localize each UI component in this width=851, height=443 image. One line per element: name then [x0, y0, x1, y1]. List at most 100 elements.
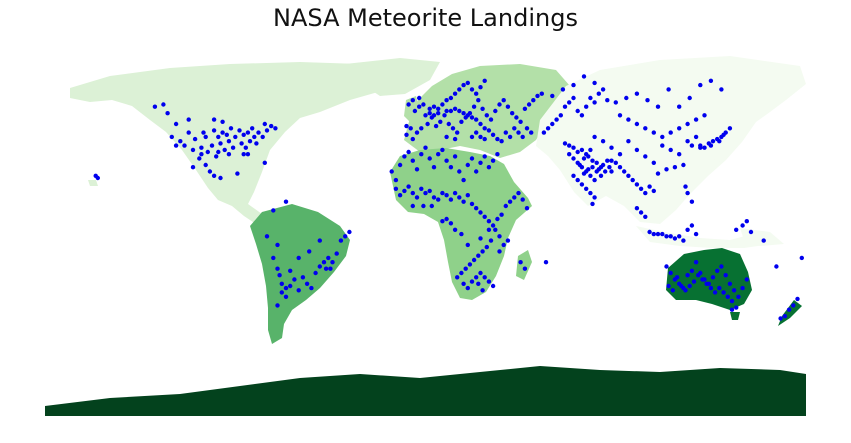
- continent-africa: [390, 148, 532, 300]
- landing-point: [586, 167, 591, 172]
- landing-point: [668, 130, 673, 135]
- landing-point: [476, 98, 481, 103]
- landing-point: [605, 158, 610, 163]
- landing-point: [698, 145, 703, 150]
- landing-point: [598, 165, 604, 170]
- landing-point: [288, 283, 293, 289]
- landing-points: [93, 74, 804, 321]
- landing-point: [245, 152, 251, 157]
- landing-point: [216, 134, 221, 140]
- landing-point: [457, 195, 462, 200]
- landing-point: [478, 270, 483, 276]
- landing-point: [192, 136, 198, 142]
- landing-point: [410, 203, 415, 209]
- landing-point: [486, 128, 492, 133]
- landing-point: [478, 85, 483, 90]
- landing-point: [474, 130, 479, 135]
- landing-point: [592, 100, 597, 105]
- landing-point: [347, 229, 352, 235]
- landing-point: [414, 195, 420, 200]
- landing-point: [567, 100, 572, 105]
- landing-point: [463, 266, 468, 271]
- landing-point: [592, 195, 597, 200]
- landing-point: [594, 160, 599, 165]
- landing-point: [685, 227, 690, 232]
- landing-point: [482, 126, 487, 131]
- landing-point: [482, 136, 487, 142]
- landing-point: [672, 236, 678, 241]
- landing-point: [501, 98, 506, 103]
- landing-point: [173, 121, 179, 127]
- antarctica-landmass: [45, 366, 806, 416]
- landing-point: [687, 95, 692, 101]
- landing-point: [389, 169, 394, 174]
- landing-point: [643, 190, 648, 196]
- landing-point: [486, 219, 492, 224]
- landing-point: [406, 184, 411, 189]
- landing-point: [425, 121, 430, 127]
- landing-point: [421, 102, 426, 107]
- landing-point: [307, 249, 312, 254]
- landing-point: [677, 234, 682, 239]
- landing-point: [476, 281, 481, 286]
- landing-point: [507, 134, 513, 140]
- landing-point: [674, 275, 680, 280]
- landing-point: [197, 156, 202, 161]
- landing-point: [421, 203, 426, 209]
- landing-point: [448, 165, 454, 170]
- africa-landmass: [390, 148, 532, 300]
- landing-point: [590, 201, 595, 207]
- landing-point: [727, 281, 733, 286]
- south-america-landmass: [250, 204, 350, 344]
- landing-point: [664, 167, 669, 172]
- landing-point: [514, 115, 519, 120]
- landing-point: [444, 158, 449, 163]
- landing-point: [233, 134, 238, 140]
- europe-landmass: [404, 64, 570, 158]
- landing-point: [209, 143, 215, 148]
- landing-point: [689, 143, 695, 148]
- landing-point: [457, 108, 462, 114]
- landing-point: [410, 136, 415, 142]
- landing-point: [241, 132, 246, 137]
- landing-point: [702, 145, 707, 150]
- landing-point: [406, 149, 411, 155]
- landing-point: [727, 126, 733, 131]
- landing-point: [626, 173, 631, 178]
- landing-point: [478, 121, 483, 127]
- landing-point: [529, 130, 534, 135]
- landing-point: [275, 242, 280, 248]
- landing-point: [622, 169, 627, 174]
- landing-point: [634, 91, 640, 96]
- landing-point: [664, 264, 669, 269]
- landing-point: [461, 177, 466, 183]
- landing-point: [490, 223, 496, 228]
- landing-point: [444, 108, 449, 114]
- landing-point: [247, 139, 253, 144]
- landing-point: [264, 128, 270, 133]
- landing-point: [774, 264, 779, 269]
- landing-point: [414, 167, 420, 172]
- japan: [710, 132, 730, 162]
- greenland: [345, 58, 440, 96]
- landing-point: [715, 268, 720, 273]
- landing-point: [220, 130, 225, 135]
- landing-point: [182, 143, 187, 148]
- landing-point: [440, 147, 445, 153]
- landing-point: [279, 281, 284, 286]
- landing-point: [499, 212, 504, 217]
- landing-point: [165, 111, 170, 116]
- landing-point: [161, 102, 166, 107]
- landing-point: [668, 147, 673, 153]
- landing-point: [647, 229, 652, 235]
- landing-point: [651, 188, 656, 194]
- landing-point: [626, 139, 631, 144]
- landing-point: [444, 134, 449, 140]
- landing-point: [579, 147, 585, 153]
- landing-point: [343, 234, 348, 239]
- landing-point: [545, 126, 551, 131]
- landing-point: [404, 123, 409, 129]
- landing-point: [497, 234, 502, 239]
- landing-point: [524, 206, 530, 211]
- landing-point: [423, 113, 428, 118]
